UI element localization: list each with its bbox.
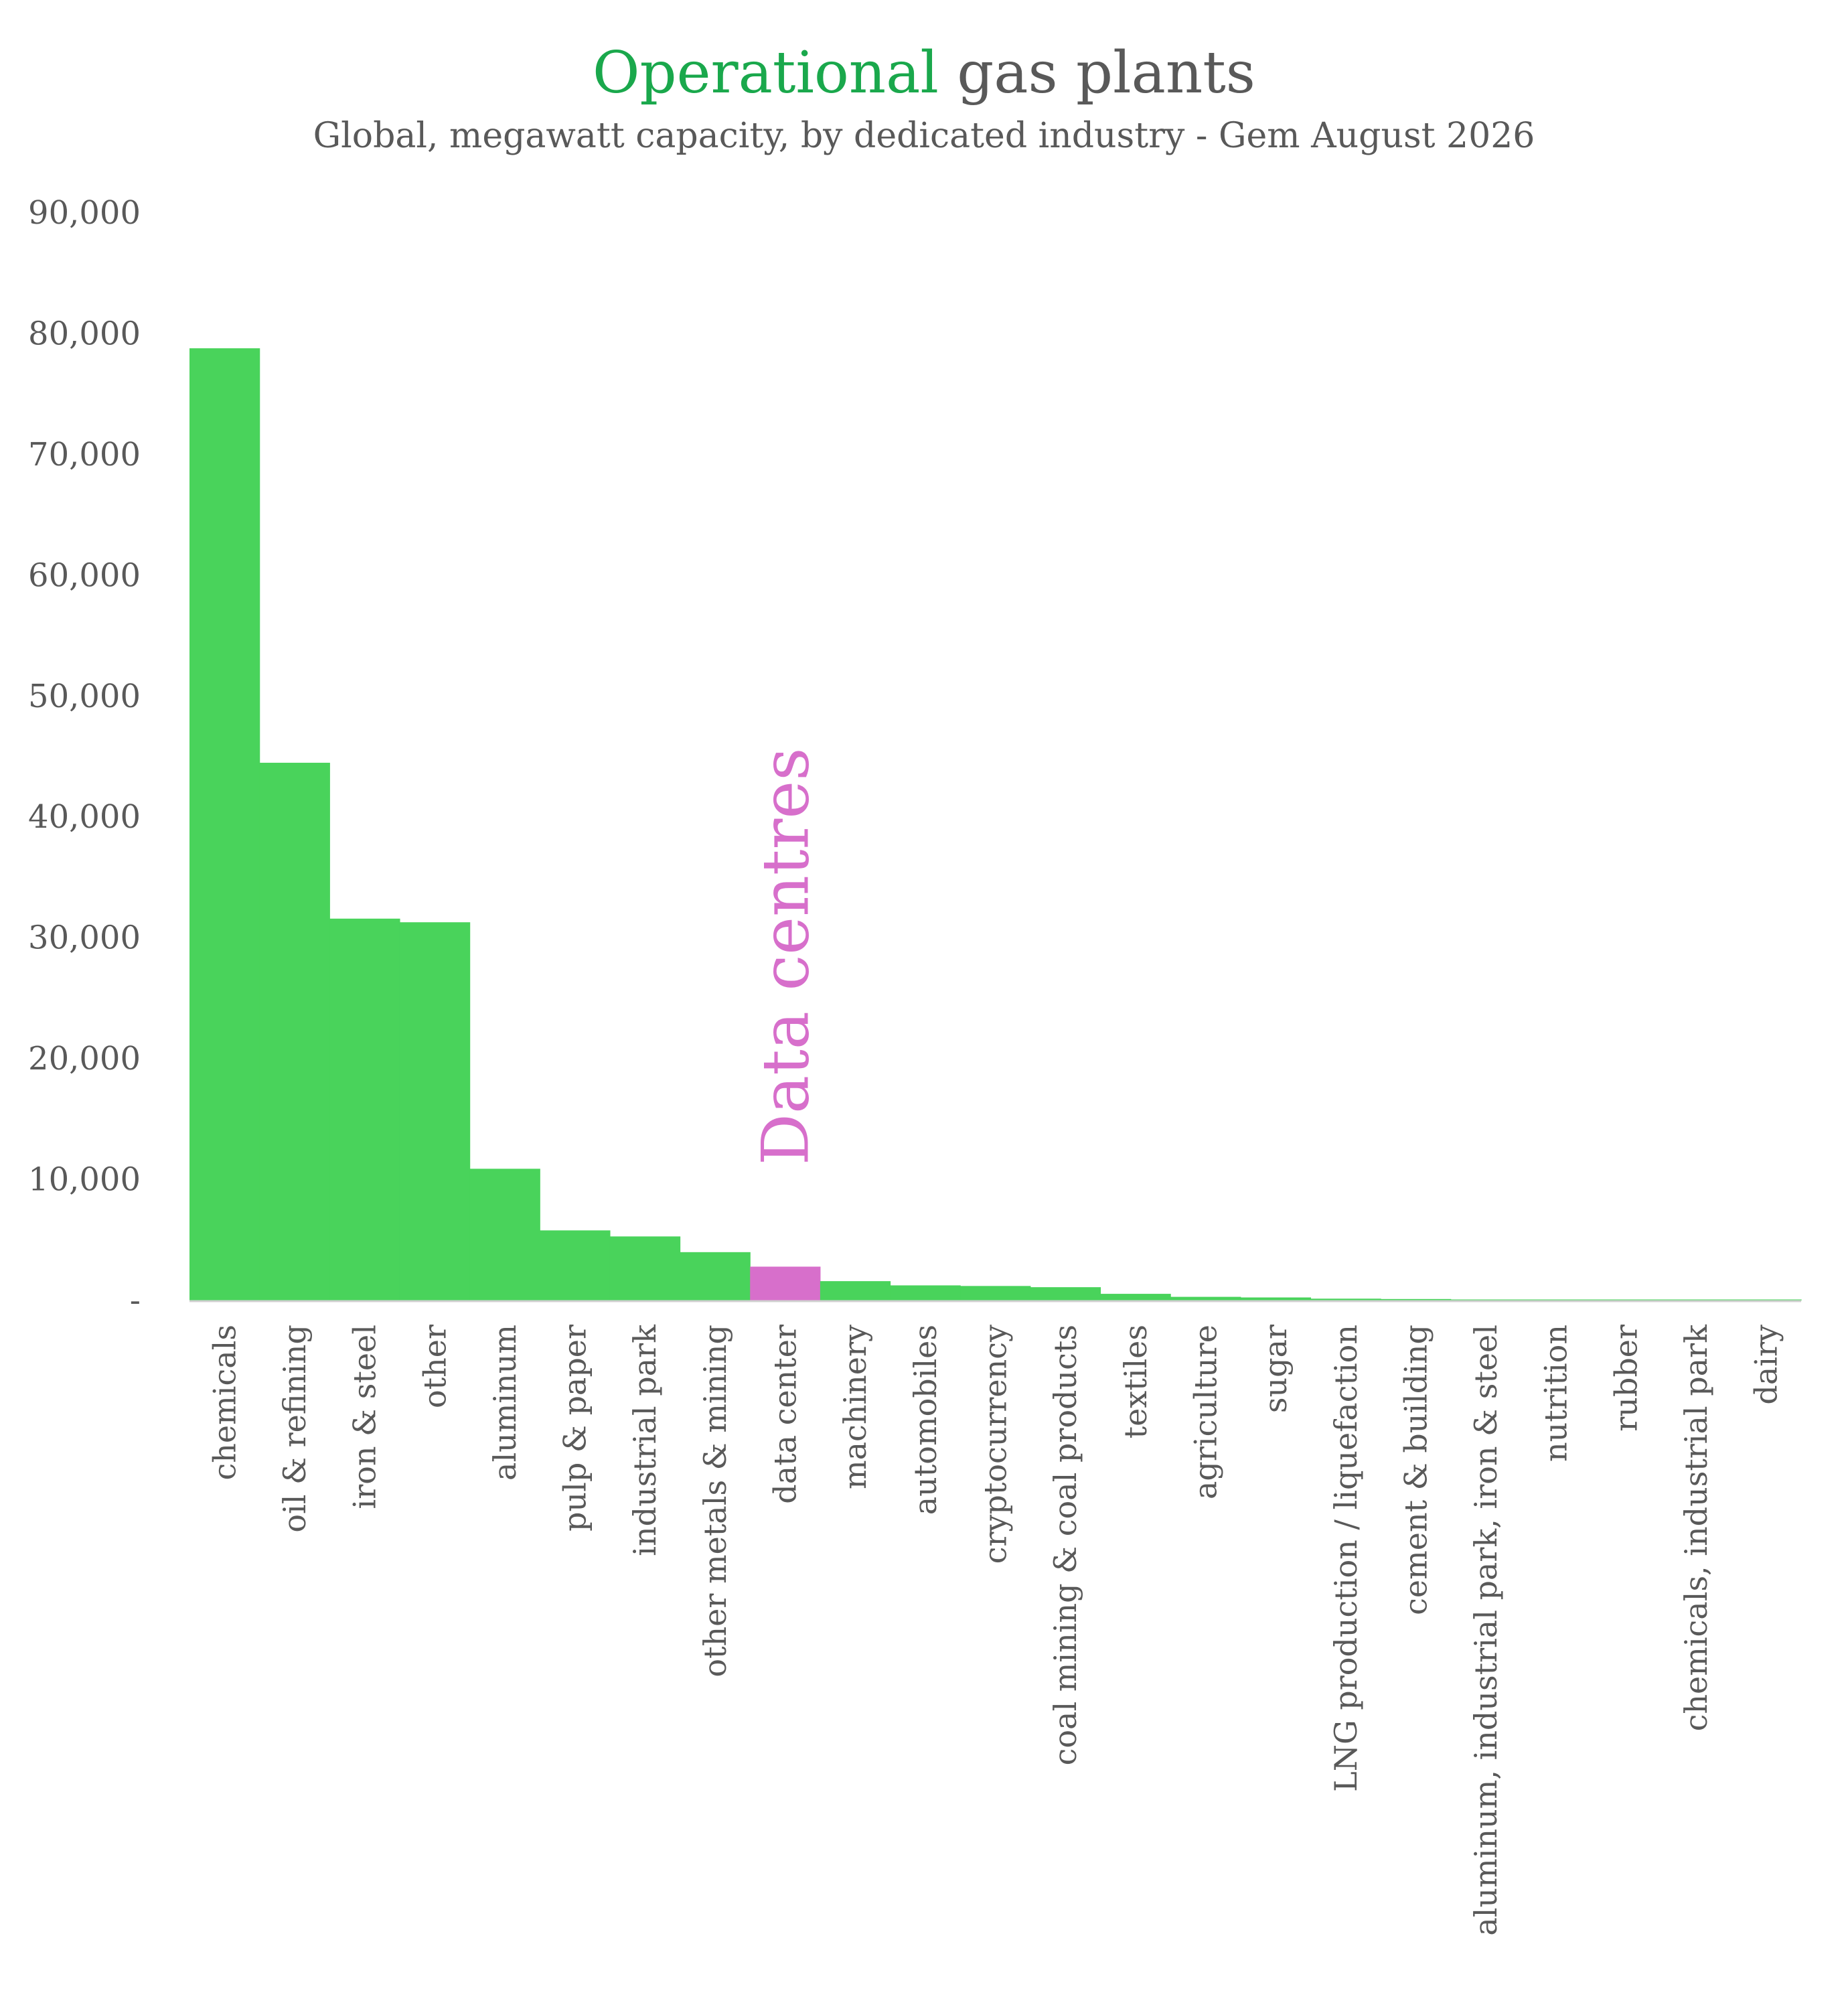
bar [329, 918, 400, 1300]
bar [540, 1230, 611, 1300]
bar [259, 763, 330, 1300]
bar [680, 1252, 751, 1300]
bar [1240, 1297, 1312, 1300]
bar [1310, 1298, 1381, 1300]
y-tick-label: 10,000 [28, 1161, 141, 1199]
x-tick-label: textiles [1118, 1325, 1154, 1438]
chart-title: Operational gas plants [593, 40, 1255, 106]
data-centres-annotation: Data centres [749, 748, 824, 1165]
x-tick-label: dairy [1748, 1325, 1784, 1405]
bar [960, 1286, 1031, 1300]
bar [1731, 1299, 1802, 1300]
chart-subtitle: Global, megawatt capacity, by dedicated … [313, 116, 1535, 156]
y-tick-label: 40,000 [28, 798, 141, 836]
x-tick-label: cryptocurrency [978, 1325, 1014, 1564]
x-tick-label: industrial park [627, 1324, 663, 1556]
y-tick-label: 60,000 [28, 556, 141, 594]
bar [820, 1281, 891, 1300]
bar [1381, 1298, 1452, 1300]
x-tick-label: coal mining & coal products [1047, 1325, 1083, 1765]
x-tick-label: other [416, 1325, 453, 1408]
bar [609, 1236, 681, 1300]
x-tick-label: LNG production / liquefaction [1328, 1325, 1364, 1792]
x-tick-label: iron & steel [347, 1325, 383, 1509]
bar [469, 1169, 540, 1300]
chart-title-highlight: Operational [593, 40, 939, 106]
x-tick-label: automobiles [907, 1325, 943, 1515]
y-tick-label: 80,000 [28, 315, 141, 352]
y-tick-label: 90,000 [28, 194, 141, 232]
bar [189, 348, 260, 1300]
bar [1170, 1296, 1241, 1300]
x-tick-label: agriculture [1187, 1325, 1223, 1499]
bar [1661, 1299, 1731, 1300]
x-tick-label: aluminum, industrial park, iron & steel [1468, 1325, 1504, 1936]
y-axis: - 10,000 20,000 30,000 40,000 50,000 60,000 70,… [28, 194, 141, 1319]
y-tick-label: 20,000 [28, 1040, 141, 1077]
bar-data-center [750, 1266, 821, 1300]
x-tick-label: chemicals, industrial park [1678, 1324, 1714, 1732]
y-tick-label: 50,000 [28, 678, 141, 715]
bar [399, 922, 471, 1300]
x-tick-label: other metals & mining [697, 1325, 733, 1677]
x-axis: chemicals oil & refining iron & steel other… [206, 1324, 1784, 1936]
x-tick-label: chemicals [206, 1325, 242, 1480]
x-tick-label: machinery [837, 1325, 873, 1489]
x-tick-label: nutrition [1538, 1325, 1574, 1462]
bar [890, 1285, 961, 1300]
bar [1521, 1299, 1592, 1300]
x-tick-label: cement & building [1397, 1325, 1434, 1615]
bar [1100, 1294, 1171, 1300]
bar [1450, 1299, 1521, 1300]
bar [1591, 1299, 1662, 1300]
x-tick-label: oil & refining [277, 1325, 313, 1533]
y-tick-label: - [130, 1282, 141, 1319]
x-tick-label: aluminum [487, 1325, 523, 1481]
y-tick-label: 70,000 [28, 436, 141, 473]
x-tick-label: pulp & paper [557, 1325, 593, 1532]
x-tick-label: rubber [1608, 1325, 1644, 1432]
x-tick-label: sugar [1257, 1325, 1294, 1413]
chart-title-rest: gas plants [939, 40, 1255, 106]
y-tick-label: 30,000 [28, 919, 141, 957]
bar [1030, 1287, 1101, 1300]
bars [189, 348, 1802, 1300]
x-tick-label: data center [767, 1325, 803, 1504]
